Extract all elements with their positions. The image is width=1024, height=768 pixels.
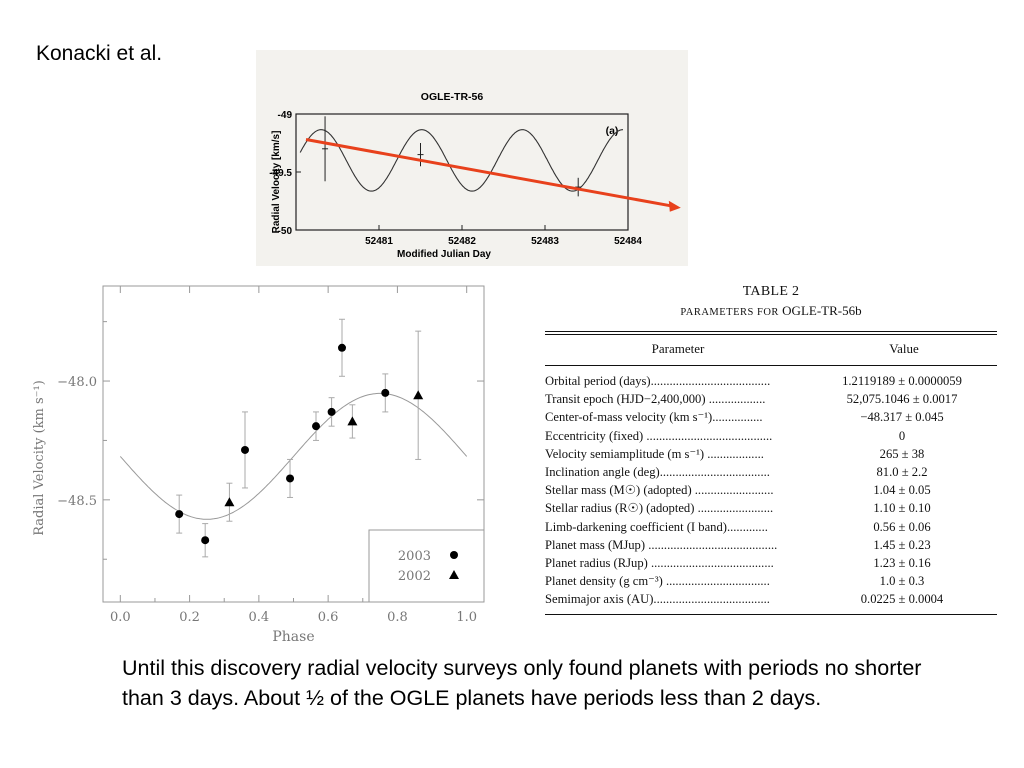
data-point-2003 [201,536,210,545]
legend-box [368,529,485,603]
model-curve [119,392,468,520]
table-cell-parameter: Inclination angle (deg).................… [545,464,770,479]
x-tick-label: 52484 [614,236,642,247]
table-caption: TABLE 2 [742,284,800,299]
table-row: Transit epoch (HJD−2,400,000) ..........… [545,390,997,408]
x-tick-label: 0.4 [249,610,270,625]
x-axis-label: Phase [272,629,314,645]
panel-label: (a) [606,125,619,137]
y-tick-label: -49 [278,110,293,121]
table-cell-value: −48.317 ± 0.045 [860,410,944,425]
table-cell-parameter: Eccentricity (fixed) ...................… [545,428,773,443]
table-row: Center-of-mass velocity (km s⁻¹)........… [545,408,997,426]
table-cell-parameter: Planet density (g cm⁻³) ................… [545,574,770,589]
trend-arrow-line [305,138,672,208]
slide-body-text: Until this discovery radial velocity sur… [122,656,922,710]
data-point-2003 [175,510,184,519]
rv-phase-chart-panel: 0.0 0.2 0.4 0.6 0.8 1.0 −48.0 −48.5 Phase Radial … [22,280,512,650]
data-point-2002 [347,416,358,426]
table-cell-value: 1.04 ± 0.05 [873,483,931,498]
x-tick-label: 0.8 [387,610,408,625]
table-row: Orbital period (days)...................… [545,372,997,390]
x-tick-label: 0.2 [179,610,200,625]
table-cell-parameter: Velocity semiamplitude (m s⁻¹) .........… [545,446,764,461]
x-tick-label: 1.0 [456,610,477,625]
table-subcaption: Parameters for OGLE-TR-56b [545,303,997,319]
table-header-parameter: Parameter [651,341,705,356]
table-cell-parameter: Stellar mass (M☉) (adopted) ............… [545,483,774,498]
table-header-value: Value [889,341,919,356]
table-cell-value: 265 ± 38 [879,446,925,461]
legend-label: 2002 [398,569,431,584]
table-cell-parameter: Transit epoch (HJD−2,400,000) ..........… [545,392,766,407]
data-point-2003 [312,422,321,431]
table-cell-parameter: Limb-darkening coefficient (I band).....… [545,519,768,534]
x-tick-label: 0.6 [318,610,339,625]
data-point-2002 [413,390,424,400]
table-bottom-rule [545,614,997,616]
table-row: Planet density (g cm⁻³) ................… [545,572,997,590]
table-cell-value: 1.2119189 ± 0.0000059 [842,374,962,388]
table-cell-parameter: Semimajor axis (AU).....................… [545,592,770,607]
table-cell-parameter: Planet radius (RJup) ...................… [545,555,774,570]
y-tick-label: −48.0 [57,375,97,390]
data-point-2003 [381,388,390,397]
table-top-rule [545,331,997,335]
table-cell-value: 0.56 ± 0.06 [873,519,931,534]
data-point-2003 [327,407,336,416]
y-tick-label: −48.5 [57,494,97,509]
data-point-2003 [241,445,250,454]
data-point-2003 [337,343,346,352]
legend-marker [449,570,459,579]
data-point-2003 [286,474,295,483]
table-cell-value: 1.10 ± 0.10 [873,501,931,516]
slide-title: Konacki et al. [36,42,163,65]
table-cell-value: 0.0225 ± 0.0004 [860,592,944,607]
table-cell-parameter: Planet mass (MJup) .....................… [545,537,778,552]
table-cell-value: 81.0 ± 2.2 [876,464,928,479]
table-row: Velocity semiamplitude (m s⁻¹) .........… [545,445,997,463]
table-row: Stellar mass (M☉) (adopted) ............… [545,481,997,499]
table-cell-value: 1.0 ± 0.3 [879,574,925,589]
plot-frame [295,113,629,231]
table-row: Semimajor axis (AU).....................… [545,590,997,608]
y-tick-label: -49.5 [269,168,292,179]
legend-marker [450,551,458,559]
x-tick-label: 52483 [531,236,559,247]
table-row: Limb-darkening coefficient (I band).....… [545,518,997,536]
table-row: Inclination angle (deg).................… [545,463,997,481]
table-subcaption-prefix: Parameters for [680,307,779,318]
y-axis-label: Radial Velocity (km s⁻¹) [32,380,47,536]
table-row: Planet mass (MJup) .....................… [545,536,997,554]
legend-label: 2003 [398,549,431,564]
trend-arrow-head [668,200,681,212]
y-tick-label: -50 [278,226,293,237]
table-row: Stellar radius (R☉) (adopted) ..........… [545,499,997,517]
table-cell-value: 0 [898,428,906,443]
table-body: Orbital period (days)...................… [545,372,997,608]
table-cell-value: 52,075.1046 ± 0.0017 [846,392,958,407]
table-header-row: Parameter Value [545,335,997,366]
parameters-table: TABLE 2 Parameters for OGLE-TR-56b Param… [545,284,997,624]
x-tick-label: 0.0 [110,610,131,625]
rv-time-chart-panel: OGLE-TR-56 (a) 52481 52482 52483 52484 -49 -49.… [256,50,688,266]
rv-time-chart: OGLE-TR-56 (a) 52481 52482 52483 52484 -49 -49.… [269,91,681,260]
table-row: Eccentricity (fixed) ...................… [545,427,997,445]
table-cell-parameter: Orbital period (days)...................… [545,374,771,388]
table-subcaption-object: OGLE-TR-56b [782,303,862,318]
table-cell-parameter: Stellar radius (R☉) (adopted) ..........… [545,501,774,516]
chart-title: OGLE-TR-56 [421,91,484,103]
table-cell-parameter: Center-of-mass velocity (km s⁻¹)........… [545,410,763,425]
x-tick-label: 52481 [365,236,393,247]
table-cell-value: 1.23 ± 0.16 [873,555,931,570]
table-cell-value: 1.45 ± 0.23 [873,537,931,552]
rv-phase-chart: 0.0 0.2 0.4 0.6 0.8 1.0 −48.0 −48.5 Phase Radial … [32,285,485,645]
y-axis-label: Radial Velocity [km/s] [271,131,282,234]
x-tick-label: 52482 [448,236,476,247]
model-curve [299,129,623,192]
x-axis-label: Modified Julian Day [397,249,491,260]
table-row: Planet radius (RJup) ...................… [545,554,997,572]
data-point-2002 [224,497,235,507]
